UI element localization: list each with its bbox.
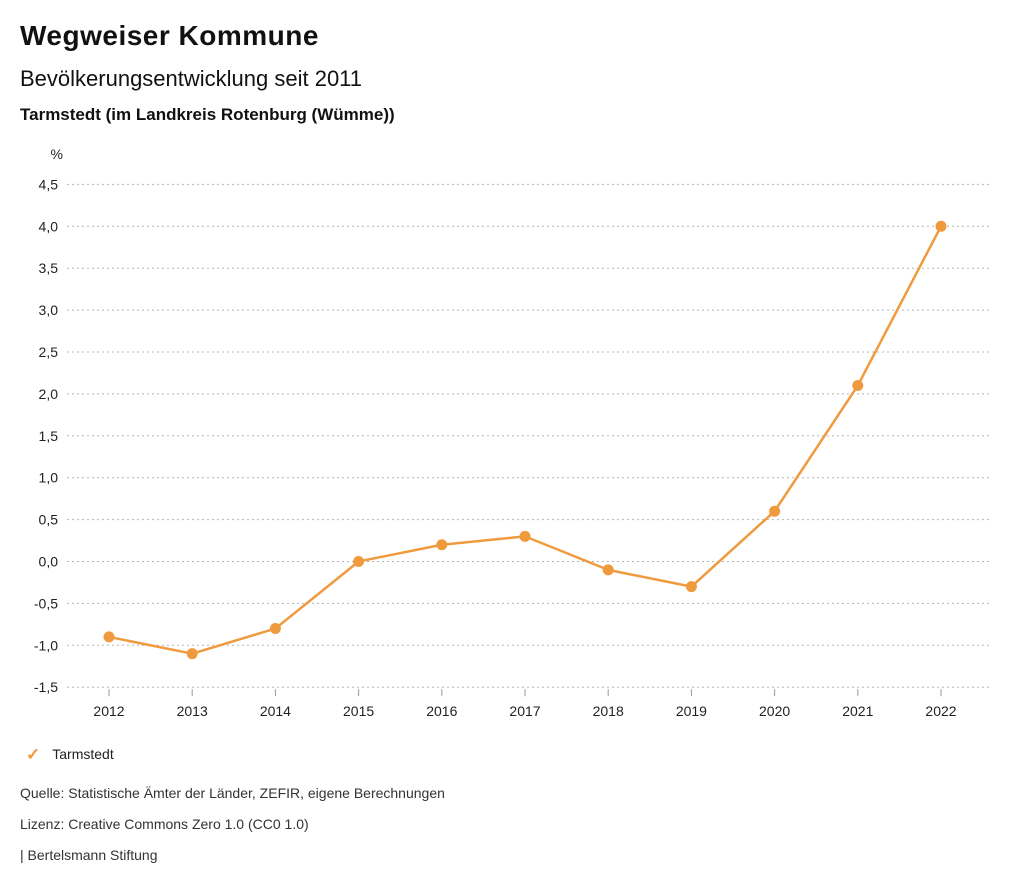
x-axis-tick-label: 2014 [260,703,291,719]
y-axis-tick-label: 4,5 [39,176,59,192]
attribution-text: | Bertelsmann Stiftung [20,847,158,863]
y-axis-tick-label: 2,0 [39,386,59,402]
x-axis-tick-label: 2013 [177,703,208,719]
legend: ✓ Tarmstedt [26,744,114,764]
data-point-2015[interactable] [353,556,365,567]
data-point-2018[interactable] [602,564,614,576]
app-title: Wegweiser Kommune [20,20,319,51]
y-axis-tick-label: 2,5 [39,344,59,360]
y-axis-tick-label: -1,5 [34,679,58,695]
source-text: Quelle: Statistische Ämter der Länder, Z… [20,785,445,801]
x-axis-tick-label: 2015 [343,703,374,719]
data-point-2016[interactable] [436,539,448,551]
x-axis-tick-label: 2022 [925,703,956,719]
data-point-2013[interactable] [186,648,198,660]
y-axis-tick-label: -1,0 [34,637,58,653]
data-point-2022[interactable] [935,220,947,232]
x-axis-tick-label: 2016 [426,703,457,719]
data-point-2019[interactable] [685,581,697,593]
license-text: Lizenz: Creative Commons Zero 1.0 (CC0 1… [20,816,309,832]
data-point-2020[interactable] [769,505,781,517]
x-axis-tick-label: 2020 [759,703,790,719]
population-line-chart-canvas: % 4,5 4,0 3,5 3,0 2,5 2,0 1,5 1,0 0,5 0,0 -0,5 -1,0… [34,146,990,719]
check-icon: ✓ [26,744,41,764]
data-point-2021[interactable] [852,380,864,392]
y-axis-tick-label: 3,5 [39,260,59,276]
y-axis-unit-label: % [51,146,63,162]
series-line-tarmstedt [107,225,943,655]
legend-item-label: Tarmstedt [52,746,114,762]
y-axis-tick-label: 1,5 [39,428,59,444]
y-axis-tick-label: 0,5 [39,512,59,528]
y-axis-tick-label: -0,5 [34,595,58,611]
y-axis-tick-label: 3,0 [39,302,59,318]
chart-region-subtitle: Tarmstedt (im Landkreis Rotenburg (Wümme… [20,105,395,124]
data-point-2014[interactable] [269,623,281,635]
x-axis-tick-label: 2018 [593,703,624,719]
y-axis-tick-label: 1,0 [39,470,59,486]
data-point-2017[interactable] [519,530,531,542]
line-chart: % 4,5 4,0 3,5 3,0 2,5 2,0 1,5 1,0 0,5 0,0 -0,5 -1,0… [0,140,1024,740]
data-point-2012[interactable] [103,631,115,643]
y-axis-tick-label: 0,0 [39,554,59,570]
x-axis-tick-label: 2017 [509,703,540,719]
x-axis-tick-label: 2021 [842,703,873,719]
x-axis-tick-label: 2019 [676,703,707,719]
x-axis-tick-label: 2012 [93,703,124,719]
y-axis-tick-label: 4,0 [39,218,59,234]
chart-title: Bevölkerungsentwicklung seit 2011 [20,66,363,91]
